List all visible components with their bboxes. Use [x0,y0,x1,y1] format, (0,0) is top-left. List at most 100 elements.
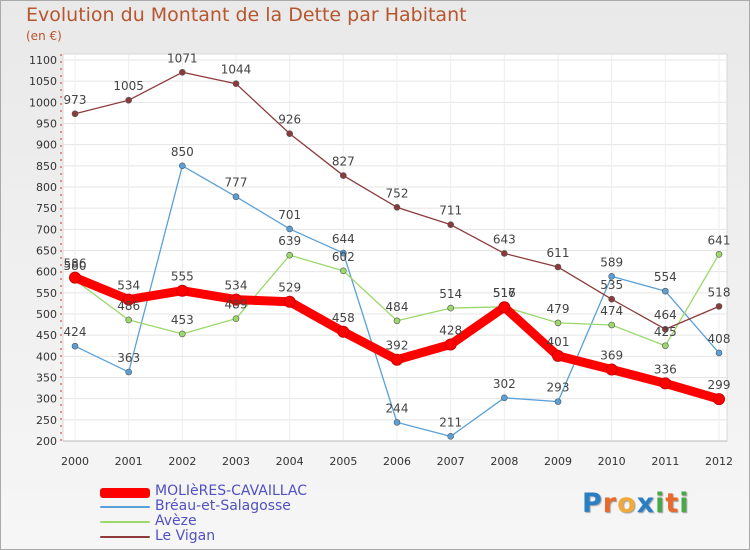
x-tick-label: 2004 [276,455,304,468]
data-label: 555 [171,270,194,284]
data-point [340,267,347,275]
data-label: 392 [386,339,409,353]
data-label: 534 [225,279,248,293]
y-tick-label: 950 [36,118,57,131]
logo-letter: t [665,488,680,519]
data-point [391,353,403,366]
data-label: 299 [708,378,731,392]
y-tick-label: 650 [36,245,57,258]
x-tick-label: 2005 [329,455,357,468]
data-point [122,293,135,306]
y-tick-label: 300 [36,393,57,406]
data-label: 1005 [113,79,144,93]
data-point [340,172,347,179]
data-label: 486 [117,299,140,313]
data-label: 752 [386,186,409,200]
data-point [179,330,186,338]
data-label: 453 [171,313,194,327]
x-tick-label: 2006 [383,455,411,468]
data-point [179,162,186,170]
x-tick-label: 2012 [705,455,733,468]
data-label: 369 [600,348,623,362]
data-point [715,303,723,310]
data-point [283,295,296,308]
data-label: 580 [64,259,87,273]
data-point [444,338,457,351]
data-point [715,251,723,258]
data-point [340,249,347,257]
legend-swatch [100,521,150,523]
legend-label: Avèze [155,513,197,529]
data-label: 363 [117,351,140,365]
data-point [554,398,562,405]
data-label: 586 [64,257,87,271]
legend-swatch [100,488,150,498]
x-tick-label: 2010 [598,455,626,468]
logo-letter: i [679,488,690,519]
y-tick-label: 350 [36,372,57,385]
x-tick-label: 2007 [437,455,465,468]
data-point [125,316,132,324]
data-point [286,130,293,137]
data-point [286,225,293,233]
legend-swatch [100,536,150,538]
data-point [713,393,725,406]
data-label: 602 [332,250,355,264]
data-point [608,321,615,329]
data-label: 401 [547,335,570,349]
data-label: 529 [278,281,301,295]
data-label: 711 [439,204,462,218]
data-label: 425 [654,325,677,339]
data-point [659,377,672,390]
data-point [232,193,240,201]
data-label: 850 [171,145,194,159]
data-label: 211 [439,415,462,429]
data-point [71,342,79,350]
data-label: 244 [386,401,409,415]
data-label: 479 [547,302,570,316]
data-label: 514 [439,287,462,301]
y-tick-label: 1000 [29,96,57,109]
data-point [605,363,618,376]
data-point [393,204,401,211]
data-label: 973 [64,93,87,107]
data-point [447,304,454,312]
data-label: 644 [332,232,355,246]
legend-label: MOLIèRES-CAVAILLAC [155,483,308,499]
y-tick-label: 200 [36,435,57,448]
data-point [498,301,511,314]
data-point [393,419,401,426]
data-point [230,293,242,306]
data-label: 516 [493,286,516,300]
data-label: 518 [708,285,731,299]
y-tick-label: 1050 [29,75,57,88]
y-tick-label: 800 [36,181,57,194]
y-tick-label: 750 [36,202,57,215]
legend-swatch [100,506,150,508]
data-point [71,110,79,118]
data-point [715,349,723,357]
data-label: 926 [278,113,301,127]
data-point [662,287,669,295]
data-label: 458 [332,311,355,325]
data-point [179,68,186,76]
logo-letter: x [636,488,656,519]
logo-letter: P [582,488,603,519]
data-point [447,221,454,228]
data-label: 535 [600,278,623,292]
data-label: 554 [654,270,677,284]
data-label: 489 [225,298,248,312]
logo-letter: r [602,488,618,519]
chart-subtitle: (en €) [26,29,62,43]
data-label: 611 [547,246,570,260]
data-label: 534 [117,279,140,293]
data-label: 336 [654,362,677,376]
x-tick-label: 2002 [168,455,196,468]
data-label: 639 [278,234,301,248]
data-point [552,349,564,362]
data-point [232,315,240,322]
data-point [447,433,454,440]
y-tick-label: 850 [36,160,57,173]
data-point [393,317,401,325]
